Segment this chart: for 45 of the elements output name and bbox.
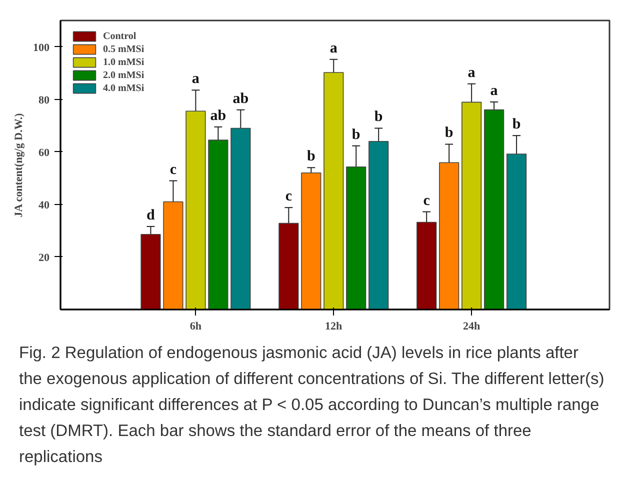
annotation: c xyxy=(423,192,430,209)
legend-label: 1.0 mMSi xyxy=(103,56,144,68)
annotation: ab xyxy=(232,90,249,107)
y-tick-label: 40 xyxy=(38,199,50,212)
x-tick-label: 24h xyxy=(463,320,480,332)
legend-label: 2.0 mMSi xyxy=(103,69,144,81)
bar xyxy=(301,172,322,310)
annotation: b xyxy=(352,126,360,143)
annotation: c xyxy=(285,188,292,205)
bar xyxy=(163,201,184,310)
annotation: d xyxy=(146,207,156,224)
y-tick-label: 60 xyxy=(38,146,50,159)
bar xyxy=(140,234,161,310)
bar xyxy=(439,162,460,310)
legend-label: 0.5 mMSi xyxy=(103,43,144,55)
bar xyxy=(208,140,228,310)
annotation: a xyxy=(192,71,200,88)
annotation: b xyxy=(374,109,383,126)
y-tick-label: 80 xyxy=(38,94,50,106)
x-tick-label: 12h xyxy=(325,320,342,332)
bar xyxy=(346,166,366,310)
x-tick-label: 6h xyxy=(190,320,202,332)
legend-label: 4.0 mMSi xyxy=(103,82,144,94)
annotation: b xyxy=(306,148,316,165)
bar xyxy=(506,154,527,310)
bar xyxy=(462,102,482,310)
bar xyxy=(230,128,251,310)
annotation: a xyxy=(330,40,338,56)
annotation: ab xyxy=(210,108,226,124)
legend-label: Control xyxy=(103,30,136,42)
bar xyxy=(416,222,437,310)
annotation: a xyxy=(490,82,498,99)
bar xyxy=(368,140,389,310)
bar xyxy=(484,109,504,310)
y-tick-label: 100 xyxy=(33,42,50,54)
annotation: a xyxy=(468,64,476,81)
caption: Fig. 2 Regulation of endogenous jasmonic acid (JA) levels in rice plants after the exogenous application of different concentrations of Si. The different letter(s) indicate significant differences at P < 0.05 according to Duncan’s multiple range test (DMRT). Each bar shows the standard error of the means of three replications xyxy=(19,343,605,468)
annotation: b xyxy=(512,116,521,133)
annotation: b xyxy=(444,125,454,142)
annotation: c xyxy=(170,162,177,178)
bar xyxy=(186,110,206,310)
y-axis-title: JA content(ng/g D.W.) xyxy=(13,112,25,218)
bar xyxy=(278,222,299,310)
y-tick-label: 20 xyxy=(38,252,50,264)
bar xyxy=(324,72,344,310)
